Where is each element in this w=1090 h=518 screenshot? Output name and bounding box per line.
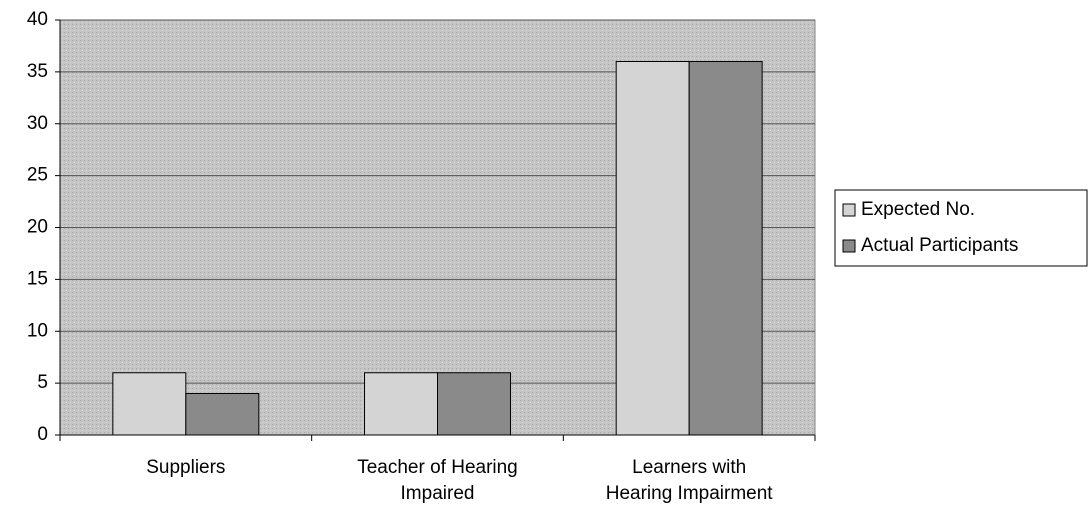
legend-box (834, 189, 1088, 267)
x-tick-label: Suppliers (146, 457, 226, 478)
y-tick-label: 40 (27, 9, 48, 30)
x-tick-label: Teacher of Hearing Impaired (357, 457, 518, 504)
legend-label: Actual Participants (861, 235, 1018, 256)
bar (437, 372, 511, 436)
legend-swatch (842, 203, 856, 217)
y-tick-label: 25 (27, 165, 48, 186)
y-tick-label: 15 (27, 268, 48, 289)
bar (688, 61, 763, 436)
y-tick-label: 10 (27, 320, 48, 341)
legend-swatch (842, 239, 856, 253)
legend-label: Expected No. (861, 199, 975, 220)
y-tick-label: 35 (27, 61, 48, 82)
y-tick-label: 30 (27, 113, 48, 134)
bar (112, 372, 187, 436)
y-tick-label: 20 (27, 217, 48, 238)
bar (364, 372, 438, 436)
y-tick-label: 0 (37, 424, 48, 445)
x-tick-label: Learners with Hearing Impairment (605, 457, 773, 504)
bar (615, 61, 690, 436)
y-tick-label: 5 (37, 372, 48, 393)
bar (185, 393, 260, 436)
